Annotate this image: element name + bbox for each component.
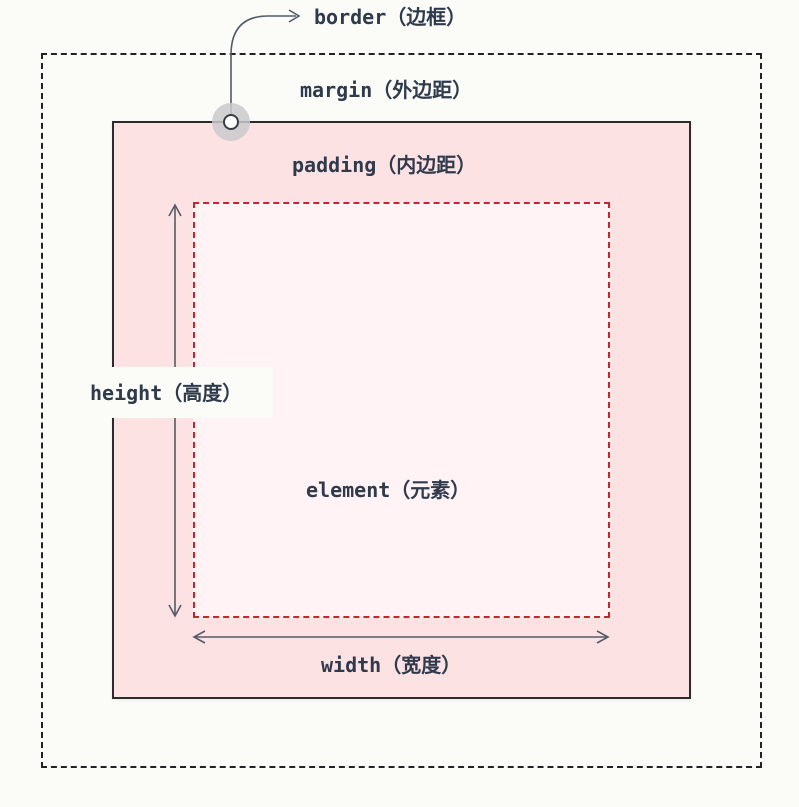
margin-label: margin（外边距） bbox=[300, 78, 473, 102]
border-pointer-arrow bbox=[230, 9, 301, 120]
width-arrow bbox=[192, 630, 610, 644]
width-label: width（宽度） bbox=[321, 653, 462, 677]
element-label: element（元素） bbox=[306, 478, 471, 502]
padding-label: padding（内边距） bbox=[292, 153, 477, 177]
height-label: height（高度） bbox=[90, 381, 243, 405]
border-marker-dot bbox=[212, 103, 250, 141]
height-label-background bbox=[66, 367, 273, 418]
margin-area bbox=[41, 53, 762, 768]
border-label: border（边框） bbox=[314, 5, 467, 29]
